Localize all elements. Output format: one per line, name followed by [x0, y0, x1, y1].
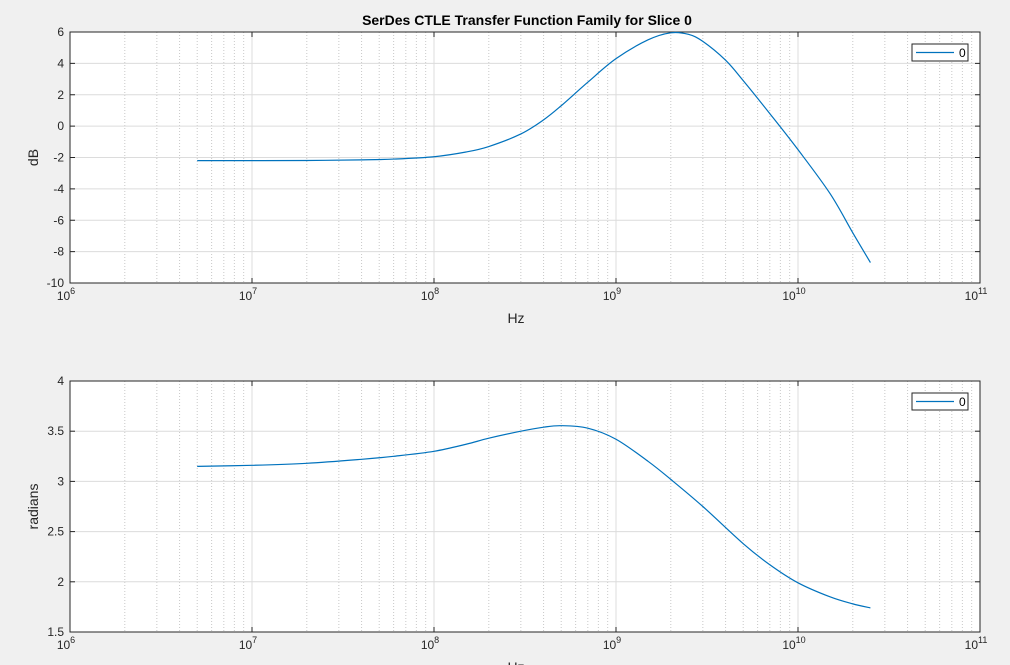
y-tick-label: -10 [47, 276, 65, 290]
x-tick-label-exponent: 7 [252, 286, 257, 296]
x-tick-label-exponent: 6 [70, 286, 75, 296]
x-tick-label: 109 [603, 635, 621, 652]
x-tick-label-exponent: 11 [978, 635, 987, 645]
x-axis-label: Hz [507, 659, 524, 665]
y-tick-label: 4 [57, 56, 64, 70]
x-tick-label-exponent: 8 [434, 286, 439, 296]
x-tick-label: 107 [239, 286, 257, 303]
x-tick-label-exponent: 11 [978, 286, 987, 296]
y-tick-label: 3.5 [47, 424, 64, 438]
x-tick-label-base: 10 [57, 638, 71, 652]
x-tick-label: 108 [421, 286, 439, 303]
magnitude-plot: 106 107 108 109 1010 1011-10-8-6-4-20246HzdBS… [25, 12, 987, 326]
y-tick-label: 0 [57, 119, 64, 133]
x-tick-label-base: 10 [239, 638, 253, 652]
y-tick-label: 6 [57, 25, 64, 39]
x-tick-label-exponent: 6 [70, 635, 75, 645]
y-tick-label: -8 [53, 245, 64, 259]
y-tick-label: 2 [57, 88, 64, 102]
y-axis-label: dB [25, 149, 41, 166]
x-tick-label-base: 10 [239, 289, 253, 303]
x-tick-label: 107 [239, 635, 257, 652]
y-tick-label: 2.5 [47, 525, 64, 539]
y-tick-label: 4 [57, 374, 64, 388]
x-tick-label-exponent: 8 [434, 635, 439, 645]
x-tick-label: 106 [57, 286, 75, 303]
x-tick-label-exponent: 9 [616, 635, 621, 645]
x-tick-label: 1011 [965, 286, 988, 303]
series-line [197, 31, 871, 263]
x-tick-label-base: 10 [782, 289, 796, 303]
x-tick-label-base: 10 [782, 638, 796, 652]
x-tick-label-base: 10 [421, 638, 435, 652]
chart-title: SerDes CTLE Transfer Function Family for… [362, 12, 692, 28]
legend-entry: 0 [959, 46, 966, 60]
x-tick-label-exponent: 7 [252, 635, 257, 645]
phase-plot: 106107108109101010111.522.533.54Hzradian… [25, 374, 987, 665]
y-tick-label: -6 [53, 213, 64, 227]
x-tick-label-base: 10 [57, 289, 71, 303]
x-tick-label-base: 10 [421, 289, 435, 303]
x-axis-label: Hz [507, 310, 524, 326]
x-tick-label-base: 10 [603, 638, 617, 652]
x-tick-label: 1010 [782, 635, 805, 652]
x-tick-label: 1010 [782, 286, 805, 303]
y-tick-label: -2 [53, 151, 64, 165]
plot-area [70, 381, 980, 632]
x-tick-label: 109 [603, 286, 621, 303]
x-tick-label-exponent: 10 [796, 286, 806, 296]
y-axis-label: radians [25, 484, 41, 530]
legend-entry: 0 [959, 395, 966, 409]
x-tick-label: 108 [421, 635, 439, 652]
y-tick-label: -4 [53, 182, 64, 196]
y-tick-label: 2 [57, 575, 64, 589]
x-tick-label-base: 10 [603, 289, 617, 303]
axes-box [69, 380, 981, 633]
x-tick-label-exponent: 9 [616, 286, 621, 296]
x-tick-label: 106 [57, 635, 75, 652]
x-tick-label: 1011 [965, 635, 988, 652]
series-line [197, 425, 871, 609]
y-tick-label: 3 [57, 474, 64, 488]
x-tick-label-exponent: 10 [796, 635, 806, 645]
x-tick-label-base: 10 [965, 638, 979, 652]
x-tick-label-base: 10 [965, 289, 979, 303]
y-tick-label: 1.5 [47, 625, 64, 639]
